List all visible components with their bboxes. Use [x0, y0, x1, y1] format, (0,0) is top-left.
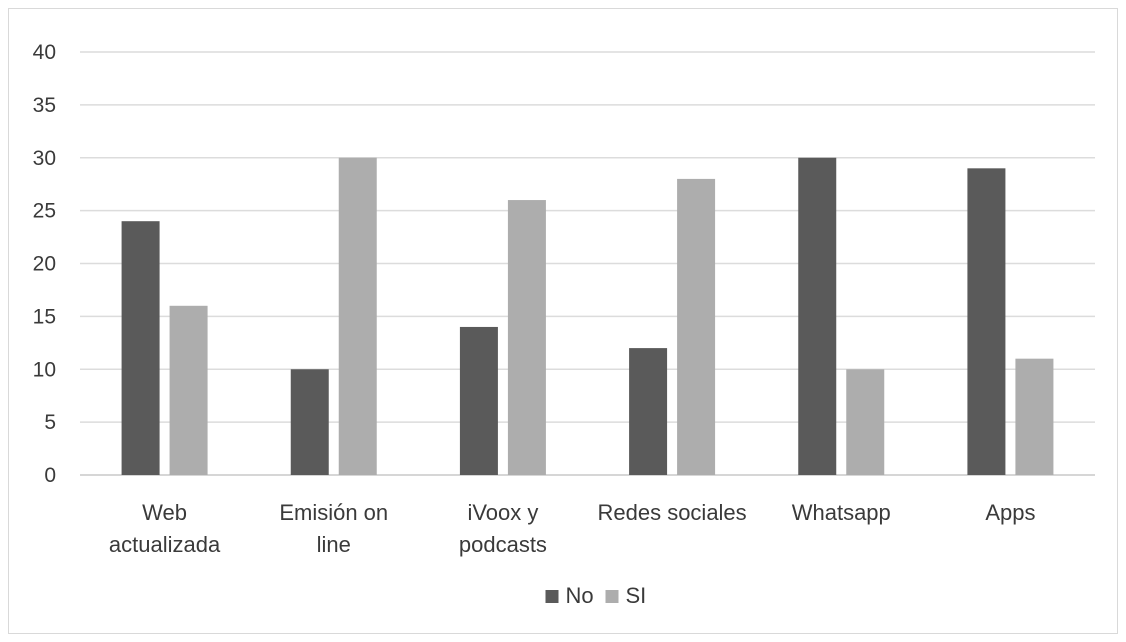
gridlines — [80, 51, 1095, 476]
y-tick-label: 0 — [44, 464, 56, 487]
bar-si-5 — [1015, 358, 1054, 475]
legend-label-no: No — [566, 583, 594, 608]
x-axis: Web actualizada Emisión on line iVoox y podca… — [109, 500, 1036, 557]
x-category-label: actualizada — [109, 532, 221, 557]
y-tick-label: 20 — [33, 253, 56, 276]
bar-no-2 — [459, 326, 498, 475]
bar-no-5 — [967, 168, 1006, 475]
x-category-label: line — [317, 532, 351, 557]
y-tick-label: 25 — [33, 200, 56, 223]
y-tick-label: 15 — [33, 305, 56, 328]
bar-si-2 — [507, 200, 546, 476]
bars — [121, 157, 1054, 476]
legend-swatch-no — [545, 590, 559, 603]
y-tick-label: 35 — [33, 94, 56, 117]
x-category-label: Whatsapp — [792, 500, 891, 525]
y-tick-label: 10 — [33, 358, 56, 381]
x-category-label: podcasts — [459, 532, 547, 557]
bar-no-3 — [629, 348, 668, 475]
legend-label-si: SI — [626, 583, 647, 608]
y-axis: 0 5 10 15 20 25 30 35 40 — [33, 41, 56, 487]
bar-no-1 — [290, 369, 329, 475]
y-tick-label: 5 — [44, 411, 56, 434]
y-tick-label: 30 — [33, 147, 56, 170]
x-category-label: Redes sociales — [597, 500, 746, 525]
x-category-label: Emisión on — [279, 500, 388, 525]
x-category-label: Apps — [985, 500, 1035, 525]
x-category-label: iVoox y — [467, 500, 538, 525]
x-category-label: Web — [142, 500, 187, 525]
legend: No SI — [545, 583, 647, 608]
bar-si-4 — [846, 369, 885, 475]
bar-no-4 — [798, 157, 837, 475]
bar-si-1 — [338, 157, 377, 475]
bar-no-0 — [121, 221, 160, 475]
bar-si-0 — [169, 305, 208, 475]
y-tick-label: 40 — [33, 41, 56, 64]
bar-si-3 — [677, 178, 716, 475]
legend-swatch-si — [605, 590, 619, 603]
